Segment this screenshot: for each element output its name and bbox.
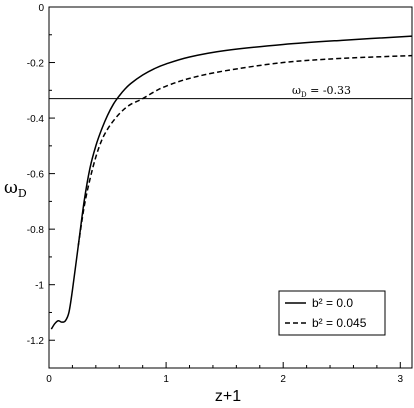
series-line-1 (77, 54, 413, 246)
y-tick-label: -0.8 (27, 225, 45, 236)
series-line-0 (50, 35, 413, 330)
reference-line-label: ωD = -0.33 (292, 84, 351, 99)
legend-label-1: b² = 0.045 (312, 316, 367, 330)
y-axis-title: ωD (4, 178, 27, 200)
x-axis-title: z+1 (215, 388, 241, 405)
y-axis-title-main: ω (4, 178, 18, 198)
y-tick-label: -0.2 (27, 59, 45, 70)
x-tick-label: 3 (398, 374, 404, 385)
reference-line-label-rest: = -0.33 (307, 84, 351, 97)
y-tick-label: -0.4 (27, 114, 45, 125)
y-tick-label: -0.6 (27, 170, 45, 181)
plot-frame (48, 6, 413, 369)
legend-label-0: b² = 0.0 (312, 296, 353, 310)
y-tick-label: -1 (35, 281, 44, 292)
legend: b² = 0.0 b² = 0.045 (278, 290, 386, 336)
x-tick-label: 2 (280, 374, 286, 385)
y-tick-label: 0 (38, 3, 44, 14)
x-tick-label: 0 (46, 374, 52, 385)
y-tick-label: -1.2 (27, 336, 45, 347)
x-tick-label: 1 (163, 374, 169, 385)
ticks-group: 0 1 2 3 0 -0.2 -0.4 -0.6 -0.8 -1 -1.2 (27, 3, 404, 385)
reference-line-label-main: ω (292, 84, 301, 97)
series-layer (50, 35, 413, 330)
reference-line-label-sub: D (301, 91, 307, 99)
y-axis-title-sub: D (18, 187, 27, 200)
legend-box (278, 290, 386, 336)
